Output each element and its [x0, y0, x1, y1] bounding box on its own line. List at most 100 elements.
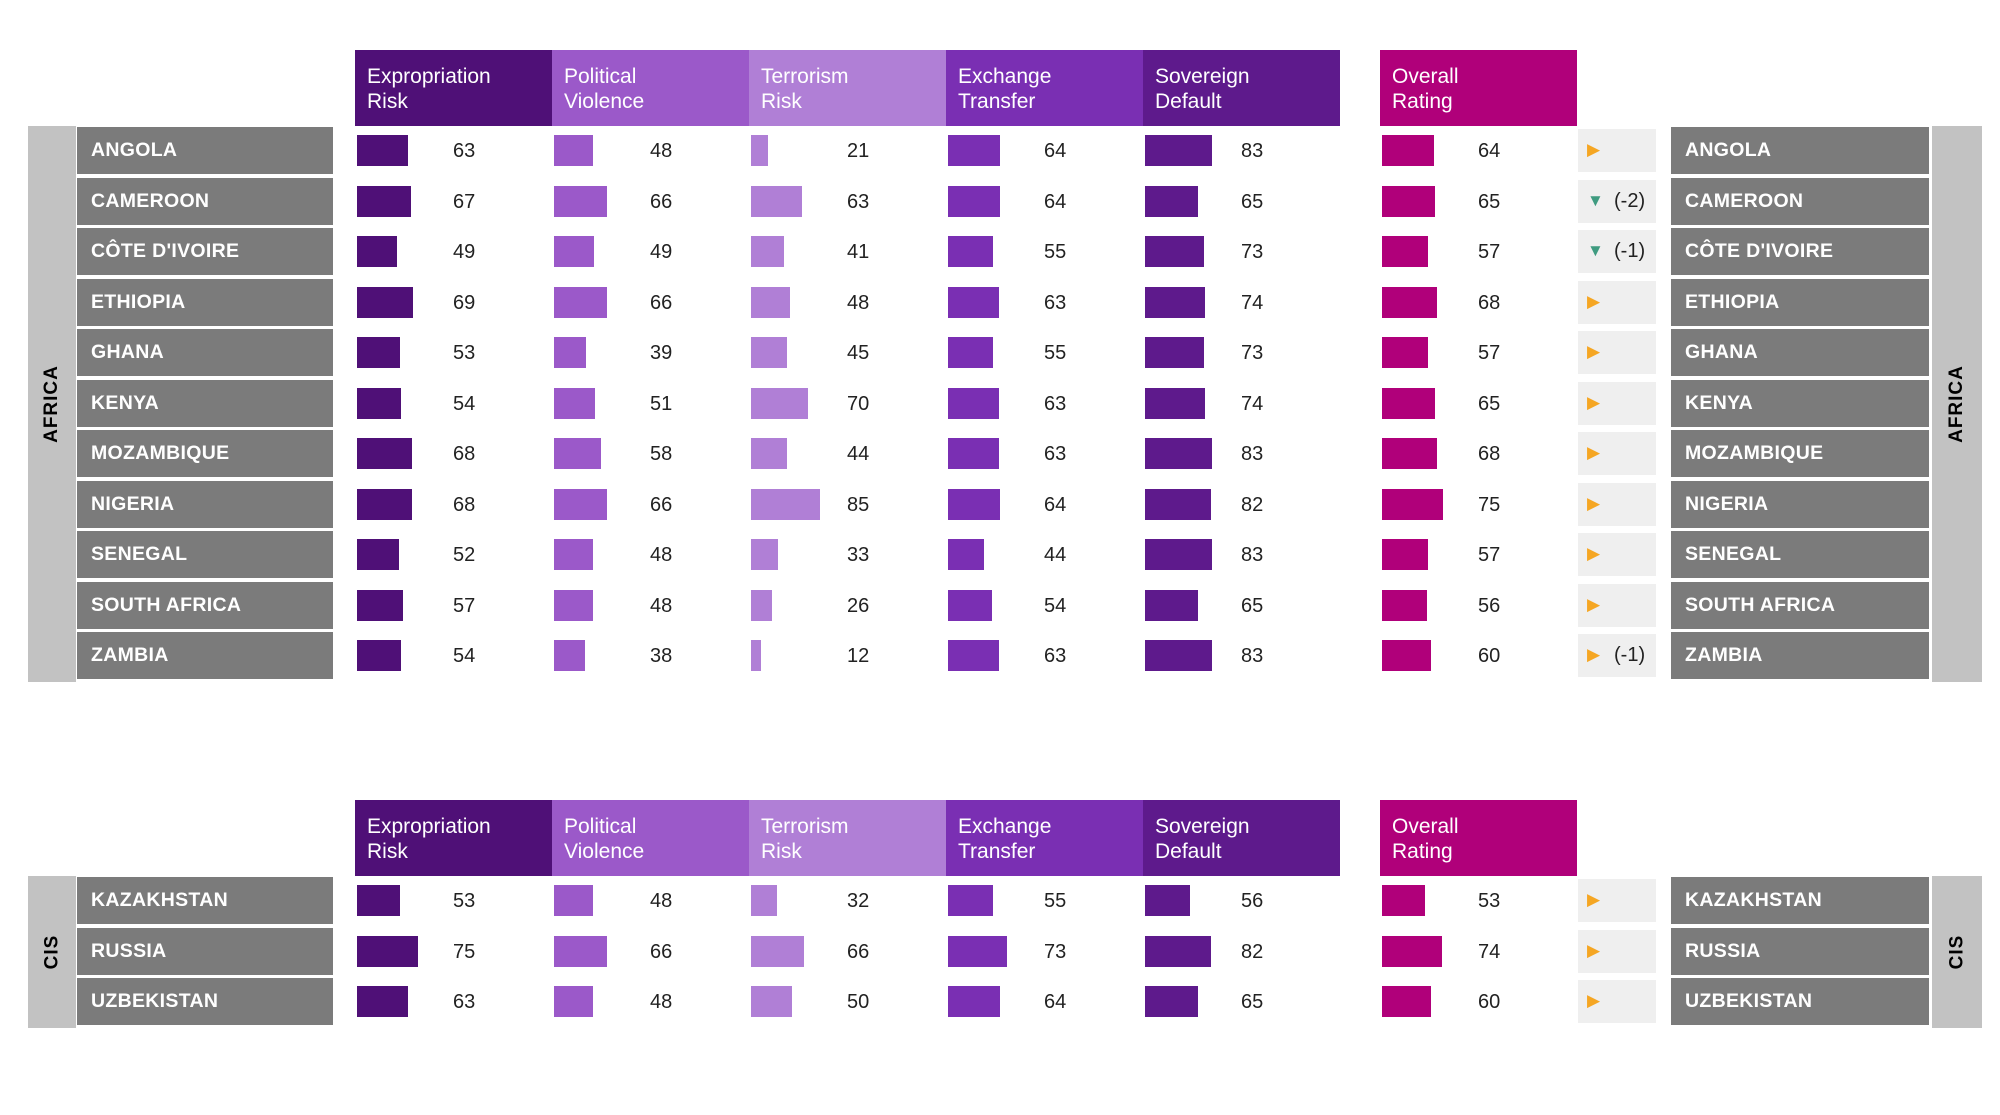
column-header-line: Risk [761, 840, 802, 863]
value-label-expropriation: 63 [453, 991, 476, 1013]
country-name-right: MOZAMBIQUE [1671, 430, 1929, 477]
bar-expropriation [357, 438, 412, 469]
bar-political [554, 885, 593, 916]
value-label-overall: 68 [1478, 443, 1501, 465]
value-label-terrorism: 41 [847, 241, 870, 263]
bar-political [554, 438, 601, 469]
country-name-left: SENEGAL [77, 531, 333, 578]
value-label-terrorism: 32 [847, 890, 870, 912]
region-label-right: AFRICA [1932, 126, 1982, 682]
bar-overall [1382, 885, 1425, 916]
bar-expropriation [357, 135, 408, 166]
value-label-political: 48 [650, 594, 673, 617]
bar-sovereign [1145, 589, 1198, 621]
country-name-right: SOUTH AFRICA [1671, 581, 1929, 629]
value-label-exchange: 63 [1044, 645, 1067, 667]
value-label-expropriation: 68 [453, 443, 476, 465]
bar-overall [1382, 438, 1437, 469]
value-label-political: 39 [650, 342, 673, 364]
bar-overall [1382, 236, 1428, 267]
value-label-political: 48 [650, 890, 673, 912]
country-name-left: ZAMBIA [77, 632, 333, 679]
bar-sovereign [1145, 236, 1204, 267]
column-header-line: Overall [1392, 65, 1459, 88]
column-header-line: Sovereign [1155, 65, 1250, 88]
value-label-overall: 65 [1478, 392, 1501, 415]
value-label-overall: 57 [1478, 544, 1501, 566]
value-label-exchange: 55 [1044, 342, 1067, 364]
bar-overall [1382, 986, 1431, 1017]
bar-expropriation [357, 185, 411, 217]
bar-political [554, 986, 593, 1017]
value-label-sovereign: 83 [1241, 140, 1264, 162]
bar-political [554, 539, 593, 570]
column-header-line: Violence [564, 90, 645, 113]
rating-change-box: ▶ [1578, 381, 1656, 425]
value-label-overall: 75 [1478, 493, 1501, 516]
bar-sovereign [1145, 986, 1198, 1017]
arrow-right-icon: ▶ [1587, 645, 1601, 664]
column-header-line: Exchange [958, 65, 1052, 88]
value-label-exchange: 63 [1044, 392, 1067, 415]
bar-terrorism [751, 986, 792, 1017]
country-name-left: GHANA [77, 329, 333, 376]
country-name-left: ETHIOPIA [77, 278, 333, 326]
column-header: Expropriation Risk [355, 50, 552, 126]
value-label-sovereign: 74 [1241, 392, 1264, 415]
column-header-line: Transfer [958, 840, 1036, 863]
country-name-left: CÔTE D'IVOIRE [77, 228, 333, 275]
column-header: Terrorism Risk [749, 50, 946, 126]
bar-sovereign [1145, 885, 1190, 916]
bar-exchange [948, 337, 993, 368]
column-header: Exchange Transfer [946, 800, 1143, 876]
bar-exchange [948, 885, 993, 916]
bar-political [554, 935, 607, 967]
arrow-right-icon: ▶ [1587, 890, 1601, 909]
bar-terrorism [751, 539, 778, 570]
value-label-political: 66 [650, 940, 673, 963]
country-name-right: ZAMBIA [1671, 632, 1929, 679]
bar-terrorism [751, 286, 790, 318]
value-label-sovereign: 83 [1241, 544, 1264, 566]
value-label-sovereign: 82 [1241, 493, 1264, 516]
bar-exchange [948, 438, 999, 469]
value-label-political: 48 [650, 991, 673, 1013]
country-name-right: NIGERIA [1671, 480, 1929, 528]
value-label-overall: 74 [1478, 940, 1501, 963]
column-header: Sovereign Default [1143, 50, 1340, 126]
value-label-sovereign: 83 [1241, 443, 1264, 465]
value-label-exchange: 55 [1044, 241, 1067, 263]
value-label-political: 49 [650, 241, 673, 263]
country-name-right: KENYA [1671, 379, 1929, 427]
country-name-left: ANGOLA [77, 127, 333, 174]
bar-overall [1382, 935, 1442, 967]
value-label-sovereign: 73 [1241, 342, 1264, 364]
rating-change-box: ▶ [1578, 432, 1656, 475]
country-name-left: KAZAKHSTAN [77, 877, 333, 924]
region-label-right: CIS [1932, 876, 1982, 1028]
value-label-exchange: 73 [1044, 940, 1067, 963]
column-header-line: Overall [1392, 815, 1459, 838]
bar-sovereign [1145, 337, 1204, 368]
bar-terrorism [751, 185, 802, 217]
column-header-overall: Overall Rating [1380, 50, 1577, 126]
column-header: Expropriation Risk [355, 800, 552, 876]
column-header-line: Default [1155, 840, 1222, 863]
country-name-right: RUSSIA [1671, 927, 1929, 975]
bar-terrorism [751, 935, 804, 967]
bar-sovereign [1145, 488, 1211, 520]
column-header-line: Political [564, 815, 637, 838]
value-label-sovereign: 65 [1241, 991, 1264, 1013]
bar-exchange [948, 135, 1000, 166]
value-label-terrorism: 50 [847, 991, 870, 1013]
value-label-exchange: 64 [1044, 991, 1067, 1013]
arrow-right-icon: ▶ [1587, 940, 1601, 960]
bar-expropriation [357, 986, 408, 1017]
bar-expropriation [357, 885, 400, 916]
bar-sovereign [1145, 185, 1198, 217]
rating-change-box: ▶ [1578, 929, 1656, 973]
bar-political [554, 387, 595, 419]
value-label-overall: 57 [1478, 342, 1501, 364]
bar-overall [1382, 185, 1435, 217]
value-label-overall: 60 [1478, 991, 1501, 1013]
